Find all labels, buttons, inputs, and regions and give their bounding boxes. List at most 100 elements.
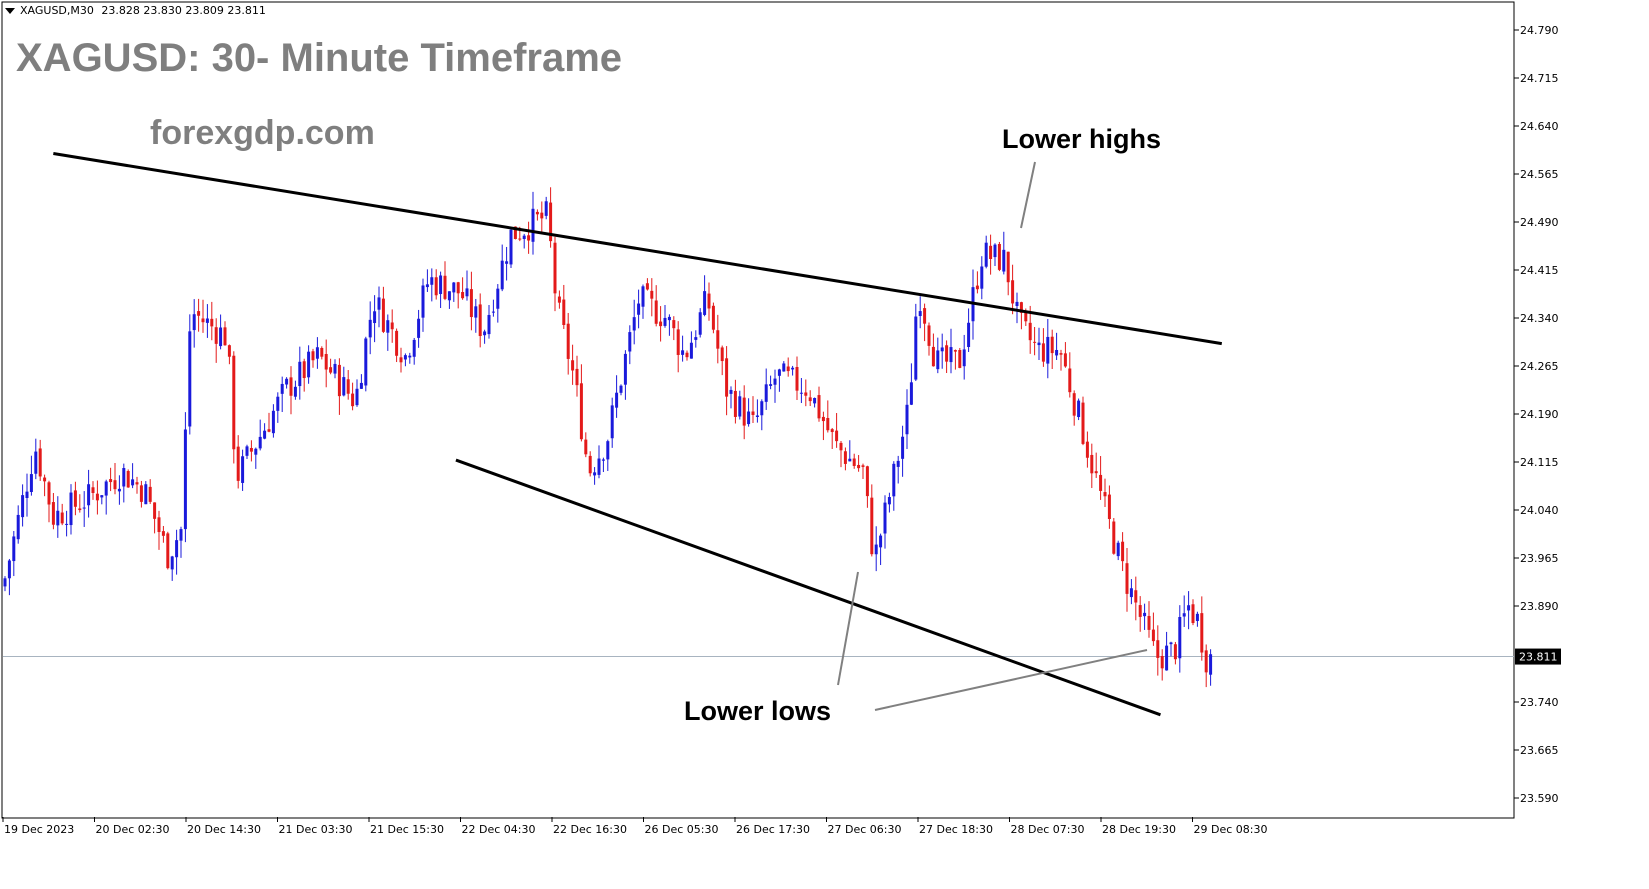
- bearish-candle: [434, 269, 438, 300]
- bearish-candle: [51, 493, 55, 530]
- bearish-candle: [826, 400, 830, 433]
- bearish-candle: [73, 481, 77, 516]
- bullish-candle: [883, 495, 887, 549]
- y-tick-label: 24.790: [1520, 24, 1559, 37]
- bullish-candle: [34, 438, 38, 480]
- x-tick-label: 21 Dec 15:30: [370, 823, 444, 836]
- bearish-candle: [395, 328, 399, 363]
- bearish-candle: [1019, 301, 1023, 330]
- bullish-candle: [531, 191, 535, 255]
- bullish-candle: [56, 496, 60, 538]
- x-tick-label: 20 Dec 14:30: [187, 823, 261, 836]
- bullish-candle: [896, 455, 900, 484]
- bullish-candle: [936, 337, 940, 374]
- bullish-candle: [689, 331, 693, 359]
- bearish-candle: [1156, 625, 1160, 676]
- trendline-upper[interactable]: [53, 152, 1223, 346]
- bearish-candle: [443, 261, 447, 301]
- bearish-candle: [201, 299, 205, 333]
- bullish-candle: [474, 298, 478, 333]
- bullish-candle: [637, 289, 641, 329]
- bearish-candle: [135, 476, 139, 494]
- bearish-candle: [223, 321, 227, 346]
- bearish-candle: [337, 358, 341, 415]
- bullish-candle: [799, 378, 803, 404]
- bearish-candle: [1173, 641, 1177, 665]
- bearish-candle: [742, 385, 746, 440]
- bearish-candle: [821, 411, 825, 441]
- y-tick-label: 23.965: [1520, 552, 1559, 565]
- bullish-candle: [368, 301, 372, 355]
- bearish-candle: [1125, 548, 1129, 612]
- bullish-candle: [183, 412, 187, 543]
- bearish-candle: [725, 346, 729, 416]
- x-tick-label: 19 Dec 2023: [4, 823, 74, 836]
- bullish-candle: [914, 303, 918, 382]
- bullish-candle: [307, 345, 311, 384]
- bullish-candle: [773, 369, 777, 403]
- bearish-candle: [157, 510, 161, 550]
- x-tick-label: 22 Dec 04:30: [462, 823, 536, 836]
- bullish-candle: [205, 304, 209, 338]
- chart-menu-arrow-icon[interactable]: [5, 8, 15, 14]
- bullish-candle: [782, 361, 786, 372]
- bullish-candle: [403, 353, 407, 367]
- bearish-candle: [575, 355, 579, 397]
- bullish-candle: [285, 377, 289, 389]
- bullish-candle: [967, 308, 971, 353]
- bullish-candle: [738, 390, 742, 420]
- bearish-candle: [1191, 599, 1195, 626]
- bullish-candle: [373, 295, 377, 343]
- bullish-candle: [364, 336, 368, 392]
- bearish-candle: [571, 344, 575, 385]
- bearish-candle: [870, 484, 874, 557]
- bullish-candle: [298, 346, 302, 400]
- x-tick-label: 21 Dec 03:30: [279, 823, 353, 836]
- bearish-candle: [1081, 396, 1085, 446]
- bearish-candle: [535, 209, 539, 221]
- bullish-candle: [131, 463, 135, 489]
- bullish-candle: [245, 444, 249, 459]
- bearish-candle: [549, 187, 553, 248]
- bearish-candle: [865, 465, 869, 508]
- bullish-candle: [408, 352, 412, 364]
- bearish-candle: [267, 412, 271, 433]
- bearish-candle: [808, 390, 812, 407]
- bullish-candle: [452, 281, 456, 302]
- bullish-candle: [359, 374, 363, 389]
- bullish-candle: [747, 398, 751, 427]
- bullish-candle: [483, 329, 487, 344]
- bullish-candle: [667, 314, 671, 336]
- bearish-candle: [685, 350, 689, 361]
- bearish-candle: [320, 346, 324, 360]
- bearish-candle: [804, 379, 808, 407]
- bearish-candle: [399, 347, 403, 373]
- bearish-candle: [716, 314, 720, 364]
- bullish-candle: [465, 270, 469, 301]
- bearish-candle: [381, 286, 385, 334]
- bearish-candle: [210, 301, 214, 341]
- symbol-label: XAGUSD,M30: [20, 4, 94, 17]
- bearish-candle: [650, 278, 654, 317]
- bearish-candle: [562, 284, 566, 330]
- bullish-candle: [82, 491, 86, 527]
- x-tick-label: 20 Dec 02:30: [96, 823, 170, 836]
- bullish-candle: [887, 492, 891, 513]
- bearish-candle: [817, 386, 821, 422]
- bearish-candle: [161, 525, 165, 543]
- y-tick-label: 23.590: [1520, 792, 1559, 805]
- bearish-candle: [1107, 485, 1111, 529]
- y-tick-label: 24.040: [1520, 504, 1559, 517]
- bearish-candle: [579, 364, 583, 442]
- x-tick-label: 26 Dec 17:30: [736, 823, 810, 836]
- bearish-candle: [527, 221, 531, 254]
- bearish-candle: [751, 396, 755, 424]
- bearish-candle: [78, 494, 82, 513]
- bullish-candle: [439, 271, 443, 309]
- bearish-candle: [311, 348, 315, 368]
- bullish-candle: [1165, 631, 1169, 671]
- bullish-candle: [425, 269, 429, 292]
- bearish-candle: [47, 480, 51, 523]
- bearish-candle: [1068, 352, 1072, 398]
- bearish-candle: [707, 282, 711, 321]
